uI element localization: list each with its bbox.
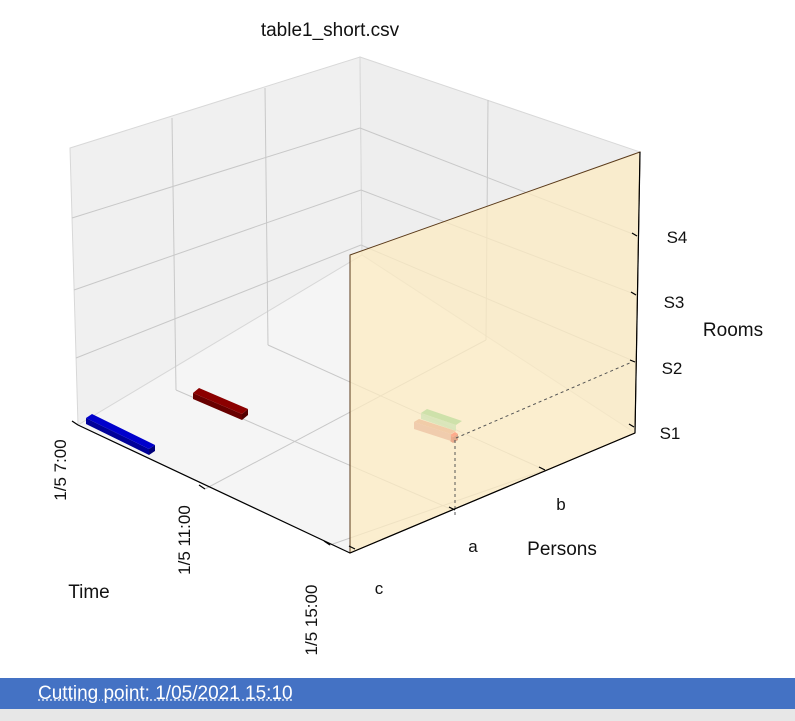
status-bar: Cutting point: 1/05/2021 15:10 <box>0 678 795 709</box>
bar-side <box>86 418 149 455</box>
y-tick-label: c <box>375 579 384 598</box>
bar-end <box>242 409 248 420</box>
bar-side <box>193 393 242 420</box>
cutting-plane-guide-horizontal <box>455 361 633 439</box>
projection-mark-a <box>414 419 456 434</box>
z-tick-label: S1 <box>660 424 681 443</box>
x-tick-label: 1/5 7:00 <box>51 439 70 500</box>
bar-top <box>193 388 248 414</box>
x-tick-label: 1/5 15:00 <box>302 585 321 656</box>
bar-end <box>149 445 155 455</box>
z-axis-label: Rooms <box>703 320 763 341</box>
y-axis-label: Persons <box>527 539 597 560</box>
bar-top <box>86 414 155 449</box>
y-tick-label: a <box>468 537 478 556</box>
chart-title: table1_short.csv <box>261 20 400 41</box>
chart-3d-plot: table1_short.csv Time Persons Rooms 1/5 … <box>51 20 763 655</box>
bars-layer <box>86 388 458 455</box>
projection-mark-a-body <box>414 422 451 441</box>
projection-mark-b-body <box>421 413 456 431</box>
bar-person-b <box>193 388 248 420</box>
x-axis-line <box>77 424 351 554</box>
x-axis-label: Time <box>68 582 110 603</box>
projection-mark-b <box>421 409 462 425</box>
tick-labels: 1/5 7:00 1/5 11:00 1/5 15:00 a b c S1 S2 S3 S4 <box>51 228 687 655</box>
x-tick-label: 1/5 11:00 <box>175 505 194 575</box>
bottom-strip <box>0 709 795 721</box>
axis-ticks <box>71 232 638 550</box>
projection-marks <box>414 409 462 441</box>
y-axis-line <box>349 432 636 554</box>
z-tick-label: S2 <box>662 359 683 378</box>
bar-person-c <box>86 414 155 455</box>
z-tick-label: S3 <box>664 293 685 312</box>
grid-left <box>71 87 362 391</box>
y-tick-label: b <box>556 495 565 514</box>
cutting-point-label: Cutting point: 1/05/2021 15:10 <box>38 683 293 704</box>
z-axis-line <box>634 151 641 434</box>
z-tick-label: S4 <box>667 228 688 247</box>
